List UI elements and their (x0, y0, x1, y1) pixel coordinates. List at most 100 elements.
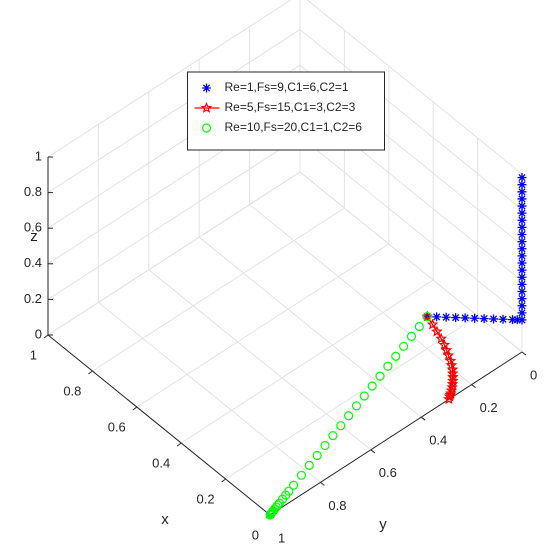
y-tick (370, 449, 376, 454)
z-tick-label: 0 (35, 326, 42, 341)
data-point (517, 286, 527, 296)
y-tick-label: 0.4 (429, 433, 447, 448)
data-point (432, 312, 442, 322)
grid-line (148, 269, 372, 451)
data-point (517, 279, 527, 289)
legend: Re=1,Fs=9,C1=6,C2=1 Re=5,Fs=15,C1=3,C2=3 R… (187, 71, 385, 151)
x-axis-label: x (161, 511, 169, 528)
grid-line (47, 0, 292, 158)
data-point (406, 331, 417, 341)
x-tick-label: 0 (252, 527, 259, 542)
z-tick-label: 0.4 (24, 255, 42, 270)
data-point (517, 194, 527, 204)
data-point (517, 301, 527, 311)
y-tick (521, 351, 527, 356)
data-point (443, 390, 456, 402)
grid-line (92, 207, 345, 372)
data-point (336, 421, 346, 431)
data-point (498, 314, 508, 324)
data-point (517, 265, 527, 275)
grid-line (306, 0, 523, 175)
data-point (517, 187, 527, 197)
y-tick-label: 1 (278, 530, 285, 545)
x-tick (176, 442, 182, 447)
axis-group: 0 0.2 0.4 0.6 0.8 1 0 0.2 0.4 0.6 0.8 1 0 0.2 0.4 0.6 0.… (24, 148, 537, 545)
grid-line (136, 243, 390, 408)
grid-line (180, 279, 434, 444)
y-tick-label: 0.8 (328, 498, 346, 513)
y-tick (420, 416, 426, 421)
x-tick-label: 0.4 (152, 455, 170, 470)
x-tick (221, 478, 226, 483)
z-tick-label: 0.8 (24, 184, 42, 199)
data-point (517, 237, 527, 247)
data-point (414, 321, 424, 332)
data-point (512, 315, 522, 325)
data-point (435, 332, 447, 344)
x-tick-label: 1 (30, 347, 37, 362)
grid-line (299, 171, 523, 353)
data-point (446, 378, 459, 390)
x-tick (43, 334, 49, 339)
data-point (343, 411, 354, 421)
data-point (391, 351, 401, 361)
z-axis-label: z (30, 228, 38, 245)
data-point (312, 450, 322, 461)
data-point (517, 208, 527, 218)
data-point (517, 230, 527, 240)
data-point (265, 510, 275, 520)
y-tick (471, 384, 476, 389)
data-point (284, 486, 294, 496)
data-point (426, 318, 439, 330)
x-tick (88, 370, 93, 375)
data-point (517, 244, 527, 254)
data-point (375, 371, 385, 381)
data-point (442, 349, 455, 361)
legend-marker (202, 83, 211, 93)
data-point (517, 215, 527, 225)
data-point (517, 294, 527, 304)
legend-label: Re=10,Fs=20,C1=1,C2=6 (225, 120, 363, 134)
grid-line (47, 171, 301, 336)
data-point (470, 313, 480, 323)
z-tick-label: 0.2 (24, 291, 42, 306)
data-point (431, 325, 443, 337)
data-point (517, 201, 527, 211)
data-point (517, 173, 527, 183)
data-point (447, 374, 459, 386)
data-group (265, 173, 527, 520)
data-point (441, 312, 451, 322)
legend-marker (201, 123, 212, 133)
x-tick-label: 0.2 (197, 491, 215, 506)
grid-line (299, 29, 523, 210)
data-point (328, 431, 338, 441)
legend-box (187, 71, 385, 151)
y-axis-label: y (379, 516, 387, 533)
data-point (517, 258, 527, 268)
data-point (479, 314, 489, 324)
data-point (367, 381, 377, 391)
grid-line (225, 315, 478, 480)
data-point (296, 470, 307, 480)
data-point (489, 314, 499, 324)
data-point (359, 391, 369, 401)
grid-line (198, 236, 422, 418)
data-point (446, 363, 459, 375)
data-point (517, 222, 527, 232)
legend-label: Re=5,Fs=15,C1=3,C2=3 (225, 100, 356, 114)
data-point (451, 313, 461, 323)
data-point (351, 401, 362, 411)
data-point (383, 361, 393, 371)
data-point (320, 440, 330, 451)
data-point (446, 381, 458, 393)
x-axis (47, 334, 271, 516)
data-point (443, 393, 455, 405)
z-tick-label: 1 (35, 148, 42, 163)
grid-line (47, 29, 301, 194)
data-point (517, 251, 527, 261)
data-point (517, 308, 527, 318)
data-point (281, 490, 291, 500)
z-tick-label: 0.6 (24, 220, 42, 235)
x-tick (132, 406, 138, 411)
y-tick-label: 0.2 (480, 400, 498, 415)
